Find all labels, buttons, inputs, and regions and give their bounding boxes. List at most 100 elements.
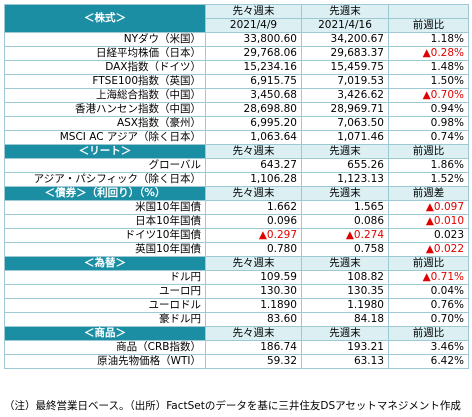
table-row: MSCI AC アジア（除く日本） 1,063.64 1,071.46 0.74% [4,130,469,145]
value-cell: 193.21 [301,340,389,355]
value-cell: 1,071.46 [301,130,389,145]
row-label: グローバル [4,158,206,173]
table-row: ＜株式＞ 先々週末 先週末 [4,4,469,33]
column-header: 先々週末 [205,186,302,201]
table-row: ＜商品＞ 先々週末 先週末 前週比 [4,326,469,341]
row-label: 商品（CRB指数） [4,340,206,355]
table-row: ユーロ円 130.30 130.35 0.04% [4,284,469,299]
row-label: 原油先物価格（WTI） [4,354,206,369]
value-cell: 1,063.64 [205,130,302,145]
table-row: 米国10年国債 1.662 1.565 ▲0.097 [4,200,469,215]
table-row: 日経平均株価（日本） 29,768.06 29,683.37 ▲0.28% [4,46,469,61]
value-cell: 15,234.16 [205,60,302,75]
row-label: ドイツ10年国債 [4,228,206,243]
column-header: 先週末 [301,144,389,159]
column-subheader: 前週比 [388,18,469,33]
row-label: 豪ドル円 [4,312,206,327]
row-label: 香港ハンセン指数（中国） [4,102,206,117]
column-header: 先週末 [301,4,389,19]
section-title: ＜債券＞（利回り）（%） [4,186,206,201]
value-cell: 1.565 [301,200,389,215]
value-cell: 0.04% [388,284,469,299]
column-header: 先週末 [301,326,389,341]
column-header: 前週比 [388,144,469,159]
row-label: DAX指数（ドイツ） [4,60,206,75]
row-label: MSCI AC アジア（除く日本） [4,130,206,145]
value-cell: 6.42% [388,354,469,369]
row-label: ASX指数（豪州） [4,116,206,131]
row-label: 英国10年国債 [4,242,206,257]
value-cell: 1.1890 [205,298,302,313]
table-row: NYダウ（米国） 33,800.60 34,200.67 1.18% [4,32,469,47]
value-cell: 1.52% [388,172,469,187]
value-cell: 0.086 [301,214,389,229]
value-cell: 1.48% [388,60,469,75]
value-cell: 0.70% [388,312,469,327]
column-header-blank [388,4,469,19]
column-header: 先々週末 [205,144,302,159]
table-row: ドル円 109.59 108.82 ▲0.71% [4,270,469,285]
table-row: ＜債券＞（利回り）（%） 先々週末 先週末 前週差 [4,186,469,201]
value-cell: 1.1980 [301,298,389,313]
section-title: ＜為替＞ [4,256,206,271]
value-cell: 655.26 [301,158,389,173]
value-cell: ▲0.28% [388,46,469,61]
row-label: 上海総合指数（中国） [4,88,206,103]
value-cell: 1.50% [388,74,469,89]
table-row: 英国10年国債 0.780 0.758 ▲0.022 [4,242,469,257]
table-row: ドイツ10年国債 ▲0.297 ▲0.274 0.023 [4,228,469,243]
column-header: 前週比 [388,326,469,341]
column-header: 先々週末 [205,256,302,271]
table-row: DAX指数（ドイツ） 15,234.16 15,459.75 1.48% [4,60,469,75]
value-cell: 0.758 [301,242,389,257]
value-cell: 130.35 [301,284,389,299]
column-header: 先週末 [301,186,389,201]
value-cell: 83.60 [205,312,302,327]
value-cell: ▲0.297 [205,228,302,243]
value-cell: 1.86% [388,158,469,173]
value-cell: 1.18% [388,32,469,47]
table-row: 商品（CRB指数） 186.74 193.21 3.46% [4,340,469,355]
value-cell: ▲0.71% [388,270,469,285]
row-label: ユーロ円 [4,284,206,299]
value-cell: 1,123.13 [301,172,389,187]
table-row: 原油先物価格（WTI） 59.32 63.13 6.42% [4,354,469,369]
value-cell: 84.18 [301,312,389,327]
column-header: 前週差 [388,186,469,201]
value-cell: 108.82 [301,270,389,285]
row-label: NYダウ（米国） [4,32,206,47]
value-cell: 59.32 [205,354,302,369]
value-cell: 1,106.28 [205,172,302,187]
value-cell: 7,063.50 [301,116,389,131]
value-cell: 0.023 [388,228,469,243]
value-cell: 3,426.62 [301,88,389,103]
value-cell: 0.94% [388,102,469,117]
value-cell: 7,019.53 [301,74,389,89]
row-label: 日経平均株価（日本） [4,46,206,61]
row-label: ドル円 [4,270,206,285]
value-cell: ▲0.274 [301,228,389,243]
value-cell: 130.30 [205,284,302,299]
row-label: 日本10年国債 [4,214,206,229]
table-row: FTSE100指数（英国） 6,915.75 7,019.53 1.50% [4,74,469,89]
section-title: ＜リート＞ [4,144,206,159]
table-row: ユーロドル 1.1890 1.1980 0.76% [4,298,469,313]
section-title: ＜商品＞ [4,326,206,341]
value-cell: 29,683.37 [301,46,389,61]
row-label: ユーロドル [4,298,206,313]
value-cell: 0.74% [388,130,469,145]
row-label: アジア・パシフィック（除く日本） [4,172,206,187]
value-cell: 6,915.75 [205,74,302,89]
value-cell: 1.662 [205,200,302,215]
row-label: FTSE100指数（英国） [4,74,206,89]
footnote: （注）最終営業日ベース。（出所）FactSetのデータを基に三井住友DSアセット… [4,400,461,412]
table-row: 日本10年国債 0.096 0.086 ▲0.010 [4,214,469,229]
value-cell: 109.59 [205,270,302,285]
value-cell: 33,800.60 [205,32,302,47]
value-cell: 0.76% [388,298,469,313]
value-cell: ▲0.097 [388,200,469,215]
value-cell: 28,698.80 [205,102,302,117]
column-header: 先々週末 [205,326,302,341]
value-cell: 28,969.71 [301,102,389,117]
